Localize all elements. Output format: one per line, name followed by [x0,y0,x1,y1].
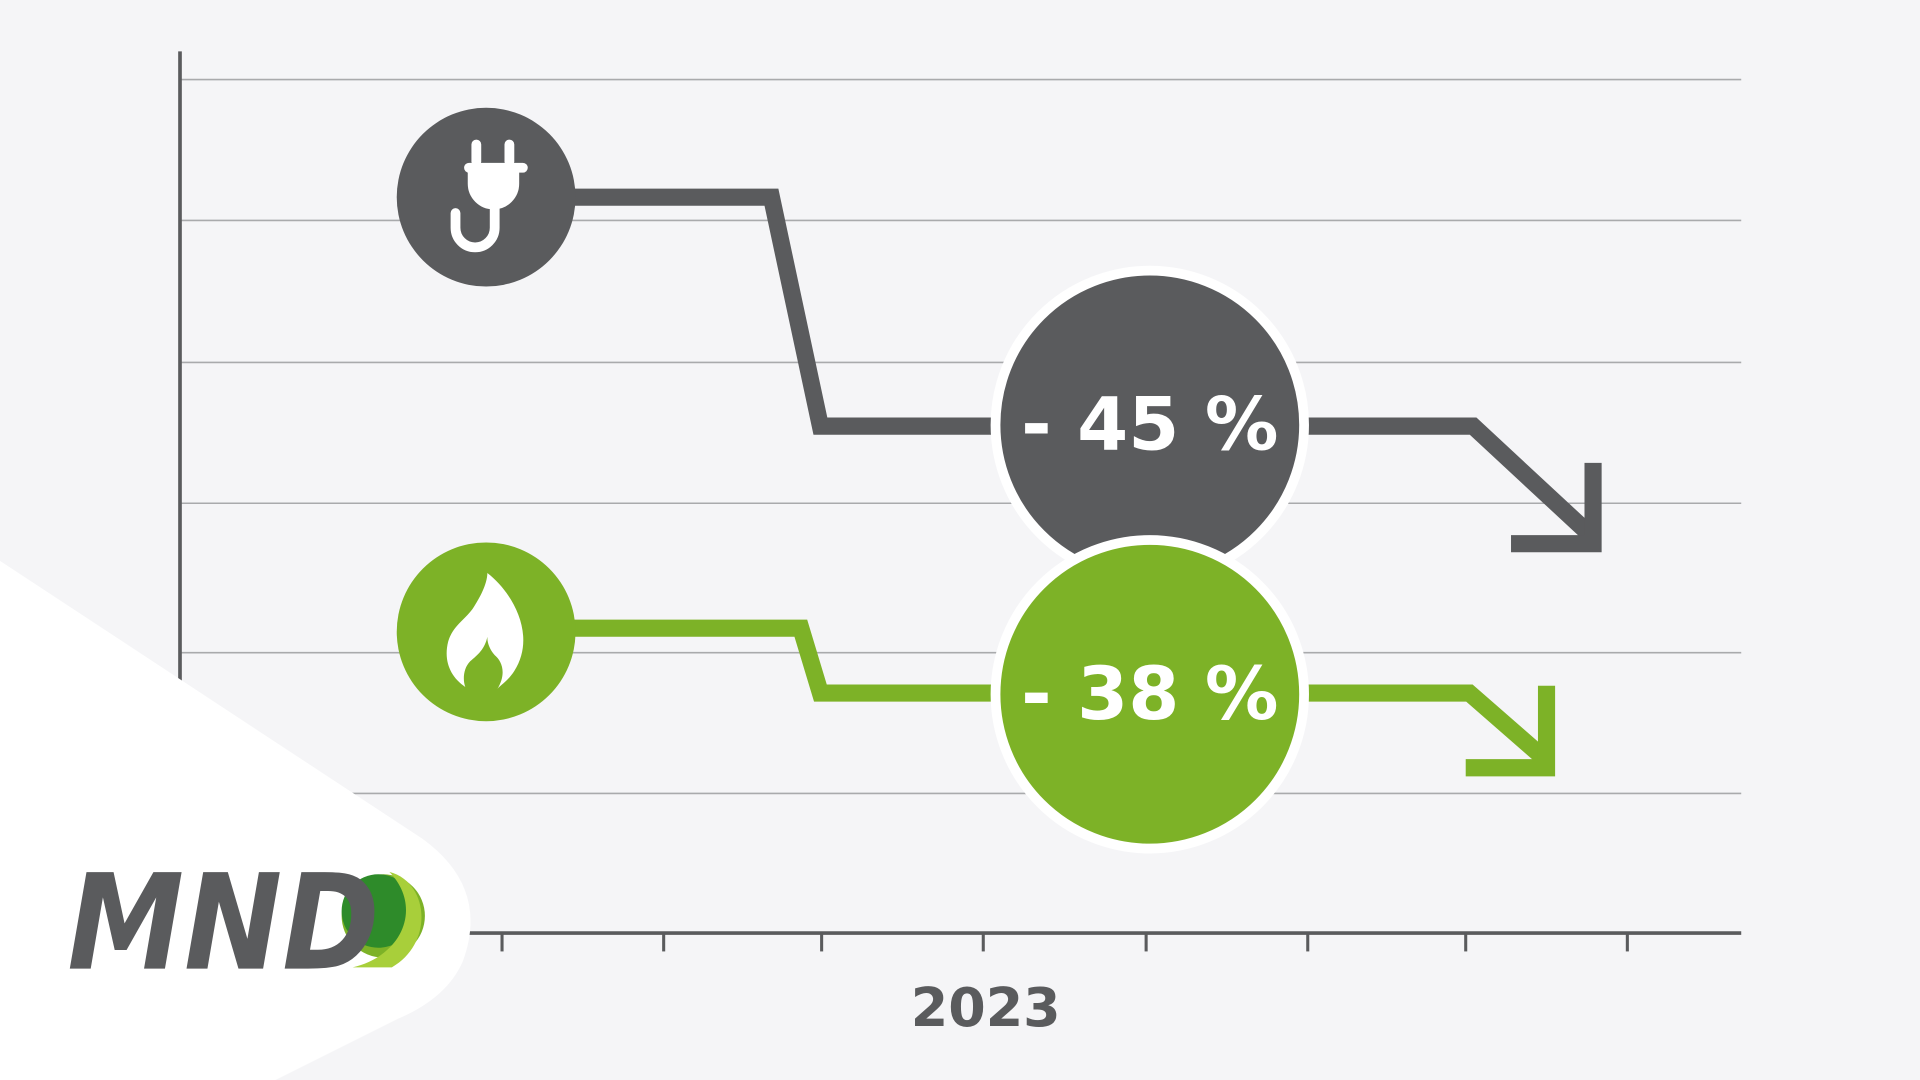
electricity-line [573,188,1598,543]
logo-text: MND [67,847,379,1001]
plug-icon [450,139,528,253]
electricity-arrow [1511,462,1602,553]
gas-badge [990,535,1309,854]
logo-panel [0,560,471,1080]
gas-change: - 38 % [1021,652,1278,737]
gas-line [573,619,1553,767]
flame-icon [446,573,524,690]
electricity-change: - 45 % [1021,382,1278,467]
logo-swoosh [341,871,425,968]
x-ticks [500,933,1629,952]
year-label: 2023 [911,976,1061,1039]
gas-arrow [1465,685,1556,777]
